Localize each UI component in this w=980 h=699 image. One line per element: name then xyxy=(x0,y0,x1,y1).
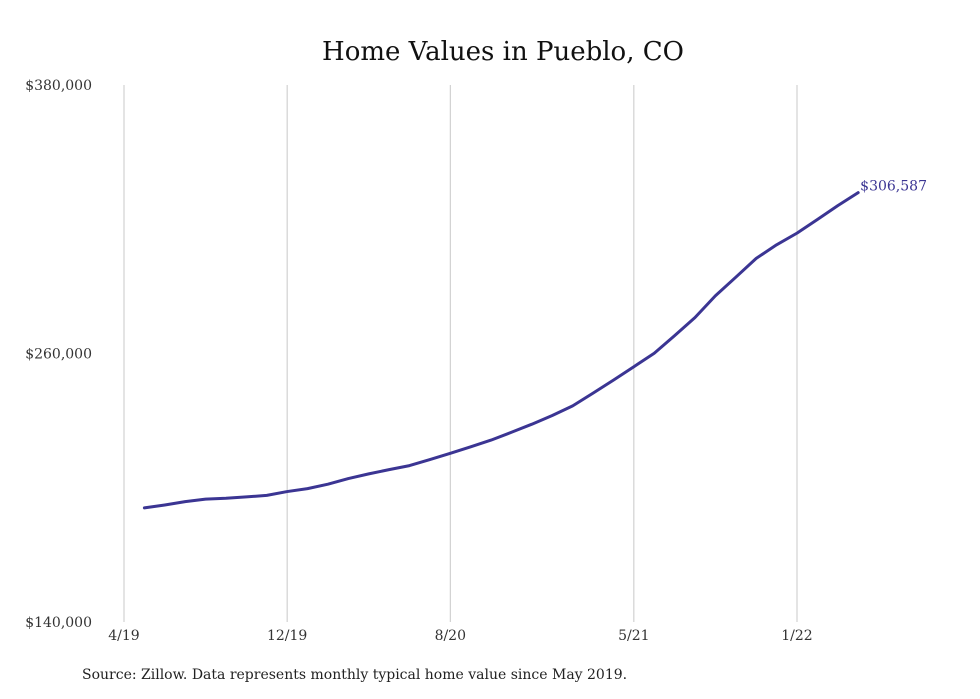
y-tick-label: $380,000 xyxy=(25,78,92,94)
x-tick-label: 1/22 xyxy=(781,628,812,644)
x-axis-tick-labels: 4/19 12/19 8/20 5/21 1/22 xyxy=(108,628,812,644)
chart-title: Home Values in Pueblo, CO xyxy=(322,37,684,67)
x-tick-label: 4/19 xyxy=(108,628,139,644)
series-layer xyxy=(142,191,860,510)
x-tick-label: 5/21 xyxy=(618,628,649,644)
source-note: Source: Zillow. Data represents monthly … xyxy=(82,667,628,683)
y-tick-label: $260,000 xyxy=(25,347,92,363)
end-value-label: $306,587 xyxy=(860,179,927,195)
y-axis-tick-labels: $140,000 $260,000 $380,000 xyxy=(25,78,92,631)
x-tick-label: 12/19 xyxy=(267,628,307,644)
series-line-0 xyxy=(142,191,860,510)
gridlines xyxy=(123,85,798,622)
x-tick-label: 8/20 xyxy=(435,628,466,644)
y-tick-label: $140,000 xyxy=(25,615,92,631)
